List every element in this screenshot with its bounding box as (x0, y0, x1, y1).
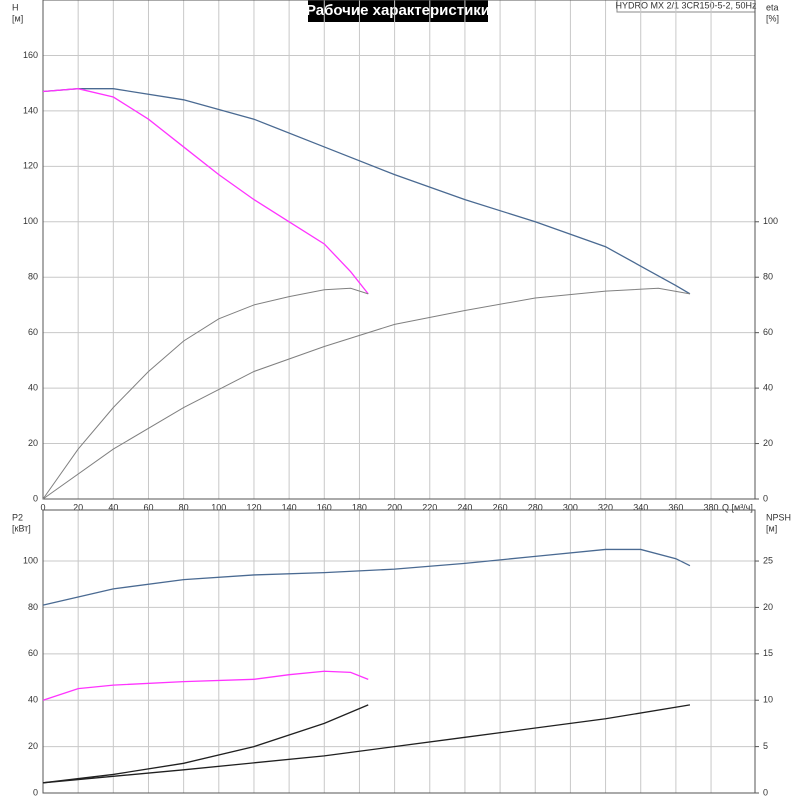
y2-axis-label: NPSH (766, 512, 791, 522)
x-tick-label: 260 (493, 502, 508, 512)
y-tick-label: 140 (23, 105, 38, 115)
x-tick-label: 140 (282, 502, 297, 512)
y-tick-label: 80 (28, 272, 38, 282)
x-tick-label: 340 (633, 502, 648, 512)
x-tick-label: 320 (598, 502, 613, 512)
curve (42, 287, 691, 500)
y2-tick-label: 0 (763, 787, 768, 797)
x-tick-label: 60 (143, 502, 153, 512)
curve (42, 704, 691, 784)
x-tick-label: 200 (387, 502, 402, 512)
y-tick-label: 100 (23, 555, 38, 565)
y-tick-label: 20 (28, 438, 38, 448)
x-tick-label: 360 (668, 502, 683, 512)
y2-axis-unit: [%] (766, 13, 779, 23)
y-tick-label: 0 (33, 493, 38, 503)
plot-frame (42, 0, 756, 500)
x-tick-label: 180 (352, 502, 367, 512)
x-tick-label: 240 (457, 502, 472, 512)
curve (42, 670, 369, 701)
x-tick-label: 300 (563, 502, 578, 512)
curve (42, 704, 369, 784)
y2-tick-label: 20 (763, 602, 773, 612)
x-tick-label: 80 (179, 502, 189, 512)
plot-frame (42, 509, 756, 794)
x-tick-label: 120 (246, 502, 261, 512)
x-tick-label: 160 (317, 502, 332, 512)
x-tick-label: 40 (108, 502, 118, 512)
y-tick-label: 80 (28, 602, 38, 612)
chart-title: Рабочие характеристики (306, 2, 490, 19)
x-tick-label: 220 (422, 502, 437, 512)
y-axis-unit: [м] (12, 13, 23, 23)
y2-axis-unit: [м] (766, 523, 777, 533)
y2-tick-label: 0 (763, 493, 768, 503)
y2-tick-label: 80 (763, 272, 773, 282)
y-tick-label: 60 (28, 327, 38, 337)
x-tick-label: 0 (40, 502, 45, 512)
y2-tick-label: 100 (763, 216, 778, 226)
x-axis-label: Q [м³/ч] (722, 502, 753, 512)
y2-tick-label: 25 (763, 555, 773, 565)
x-tick-label: 20 (73, 502, 83, 512)
y2-tick-label: 10 (763, 695, 773, 705)
y-tick-label: 0 (33, 787, 38, 797)
x-tick-label: 380 (704, 502, 719, 512)
y-tick-label: 20 (28, 741, 38, 751)
y2-tick-label: 60 (763, 327, 773, 337)
y-tick-label: 60 (28, 648, 38, 658)
y-tick-label: 120 (23, 161, 38, 171)
curve (42, 88, 369, 295)
model-label: HYDRO MX 2/1 3CR150-5-2, 50Hz (615, 0, 757, 10)
curve (42, 88, 691, 295)
x-tick-label: 100 (211, 502, 226, 512)
x-tick-label: 280 (528, 502, 543, 512)
y2-tick-label: 15 (763, 648, 773, 658)
y-axis-label: P2 (12, 512, 23, 522)
y-axis-unit: [кВт] (12, 523, 31, 533)
y-tick-label: 40 (28, 695, 38, 705)
y2-tick-label: 5 (763, 741, 768, 751)
y-tick-label: 160 (23, 50, 38, 60)
curve (42, 287, 369, 500)
y2-tick-label: 40 (763, 382, 773, 392)
y-tick-label: 100 (23, 216, 38, 226)
curve (42, 548, 691, 606)
title-box (308, 0, 488, 22)
y2-axis-label: eta (766, 2, 779, 12)
y2-tick-label: 20 (763, 438, 773, 448)
y-tick-label: 40 (28, 382, 38, 392)
y-axis-label: H (12, 2, 19, 12)
